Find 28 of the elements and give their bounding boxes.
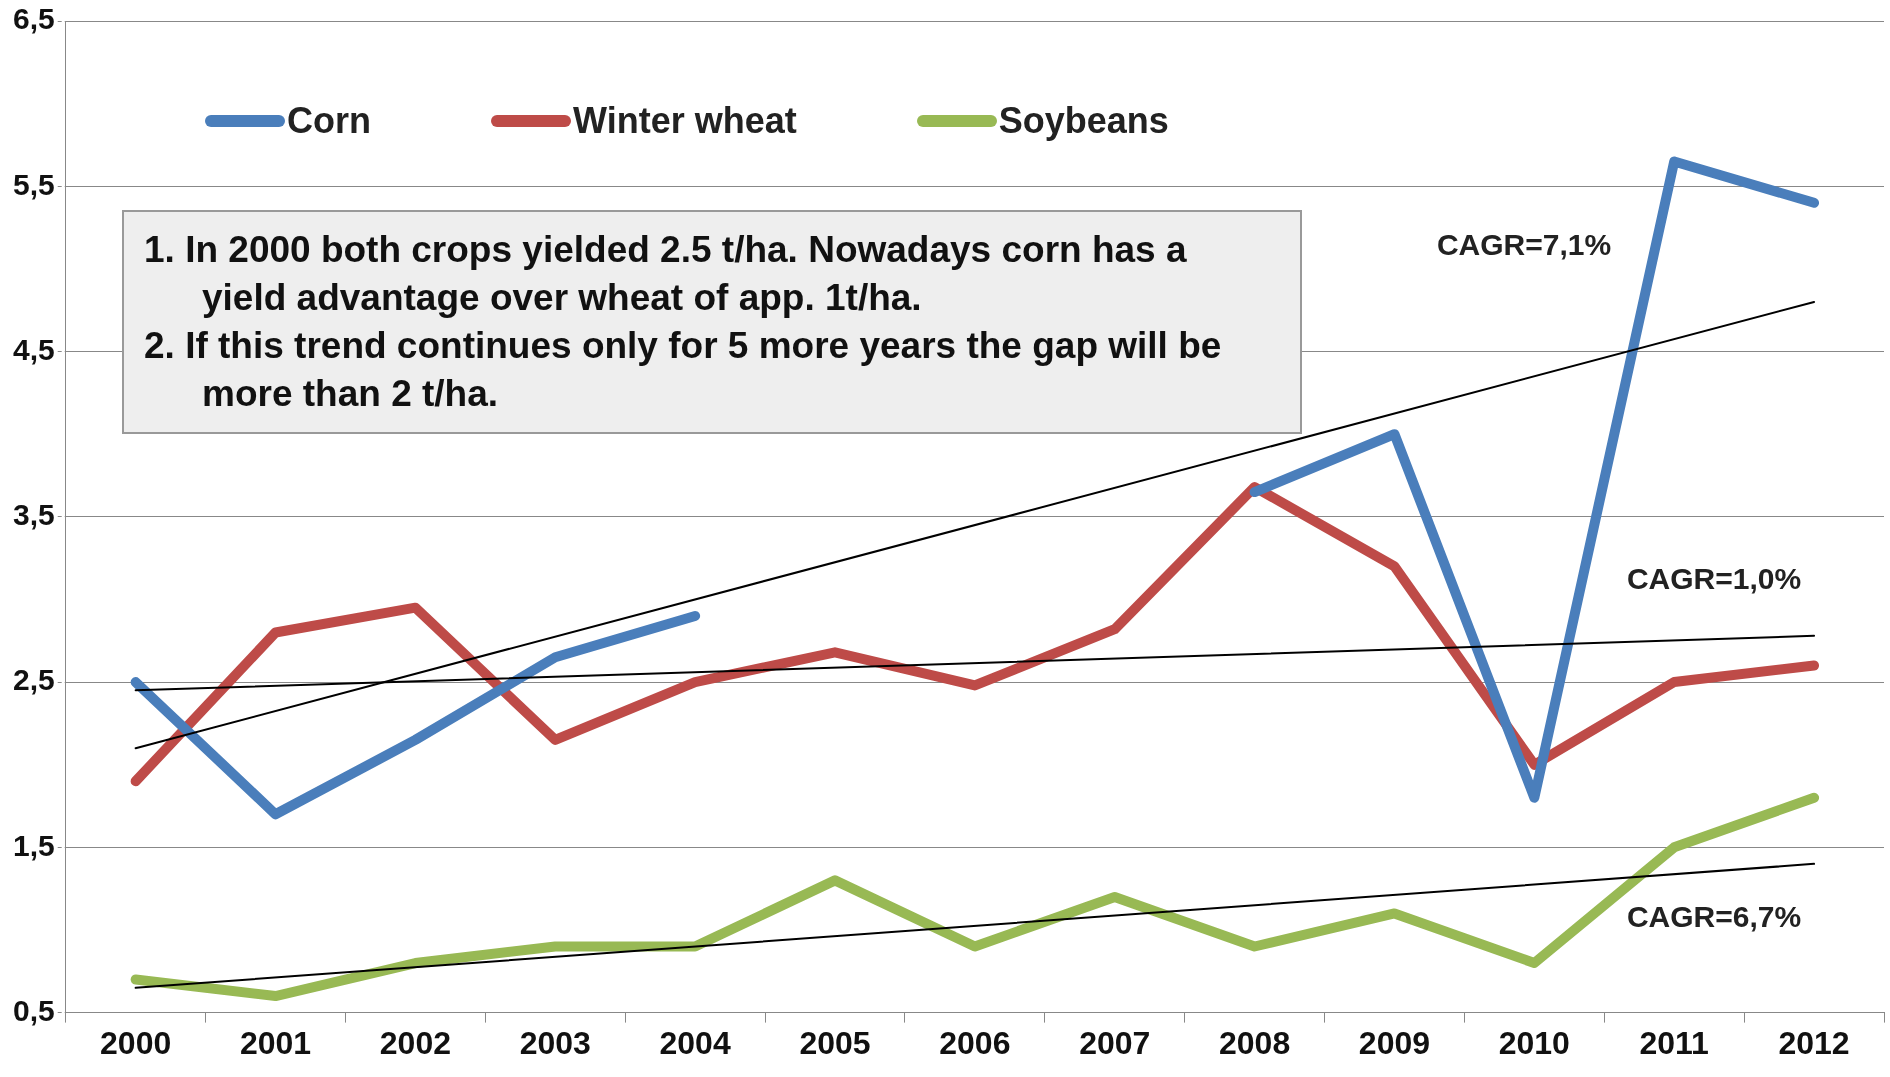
- x-tick-label: 2010: [1498, 1024, 1570, 1061]
- x-tick-label: 2012: [1778, 1024, 1850, 1061]
- x-tick-label: 2006: [939, 1024, 1011, 1061]
- x-tick-label: 2007: [1079, 1024, 1151, 1061]
- x-tick-label: 2002: [379, 1024, 451, 1061]
- x-tick-label: 2004: [659, 1024, 731, 1061]
- y-tick-label: 2,5: [12, 663, 55, 697]
- legend-label: Corn: [287, 100, 371, 142]
- legend-label: Winter wheat: [573, 100, 797, 142]
- y-tick-label: 5,5: [12, 167, 55, 201]
- legend-label: Soybeans: [998, 100, 1169, 142]
- x-tick-label: 2001: [239, 1024, 312, 1061]
- annotation: CAGR=7,1%: [1436, 228, 1612, 262]
- annotation: CAGR=6,7%: [1626, 900, 1802, 934]
- x-tick-label: 2011: [1639, 1024, 1709, 1061]
- y-tick-label: 1,5: [12, 828, 55, 862]
- x-tick-label: 2008: [1219, 1024, 1291, 1061]
- x-tick-label: 2000: [100, 1024, 172, 1061]
- x-tick-label: 2009: [1358, 1024, 1431, 1061]
- annotation: 1. In 2000 both crops yielded 2.5 t/ha. Nowadays corn has a yield advantage over wheat of app. 1t/ha.: [144, 228, 1188, 321]
- annotation: CAGR=1,0%: [1626, 562, 1802, 596]
- y-tick-label: 3,5: [12, 498, 55, 532]
- x-tick-label: 2003: [519, 1024, 591, 1061]
- annotation: 2. If this trend continues only for 5 more years the gap will be more than 2 t/ha.: [144, 324, 1223, 417]
- y-tick-label: 6,5: [12, 2, 55, 36]
- y-tick-label: 0,5: [12, 993, 55, 1027]
- x-tick-label: 2005: [799, 1024, 871, 1061]
- y-tick-label: 4,5: [12, 332, 55, 366]
